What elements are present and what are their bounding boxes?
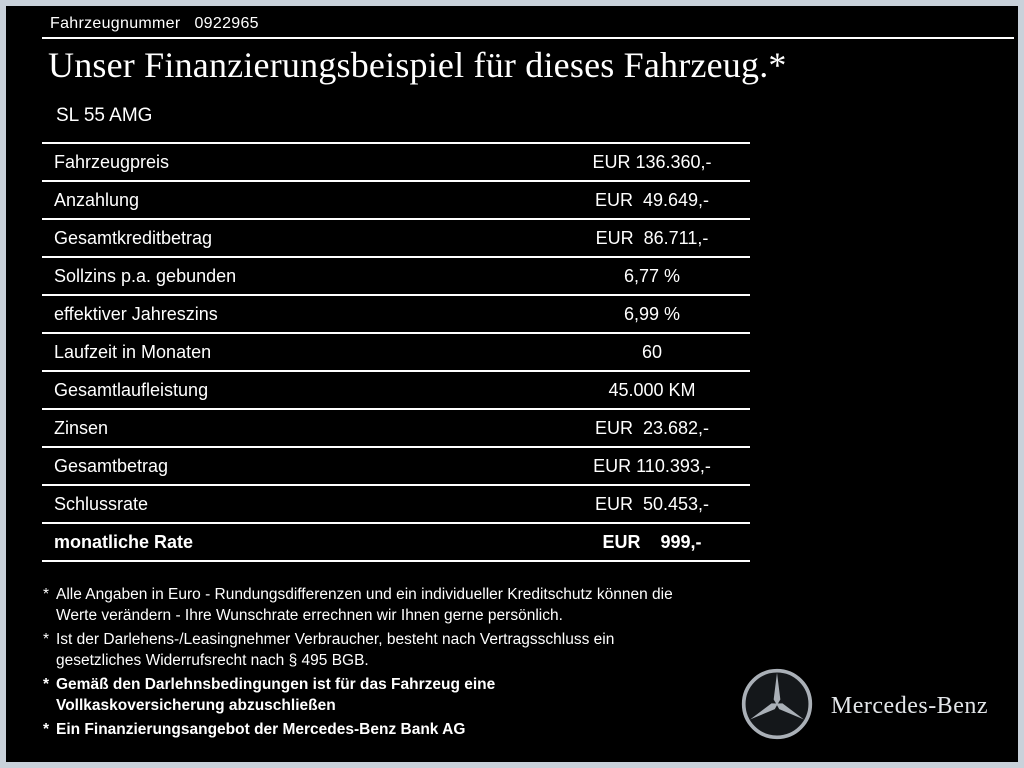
- brand-area: Mercedes-Benz: [740, 667, 988, 746]
- table-row: Schlussrate EUR 50.453,-: [42, 486, 750, 524]
- table-row: Laufzeit in Monaten 60: [42, 334, 750, 372]
- header-divider: [42, 37, 1014, 39]
- vehicle-number-label: Fahrzeugnummer: [50, 15, 181, 32]
- row-value: EUR 136.360,-: [592, 151, 712, 172]
- row-label: Laufzeit in Monaten: [54, 341, 212, 362]
- row-label: Gesamtlaufleistung: [54, 379, 209, 400]
- footnote-text: Ein Finanzierungsangebot der Mercedes-Be…: [56, 721, 466, 738]
- footnote-text: Alle Angaben in Euro - Rundungsdifferenz…: [56, 586, 673, 624]
- row-value: 45.000 KM: [608, 379, 696, 400]
- footnote-marker: *: [43, 586, 50, 603]
- table-row: Gesamtkreditbetrag EUR 86.711,-: [42, 220, 750, 258]
- mercedes-star-icon: [740, 667, 814, 746]
- row-value: EUR 999,-: [602, 531, 702, 552]
- row-label: Sollzins p.a. gebunden: [54, 265, 237, 286]
- row-label: Gesamtkreditbetrag: [54, 227, 213, 248]
- footnote: * Ist der Darlehens-/Leasingnehmer Verbr…: [43, 630, 758, 671]
- row-value: 60: [641, 341, 663, 362]
- row-label: Gesamtbetrag: [54, 455, 169, 476]
- brand-name: Mercedes-Benz: [830, 693, 988, 719]
- row-value: 6,77 %: [623, 265, 681, 286]
- footnotes: * Alle Angaben in Euro - Rundungsdiffere…: [43, 585, 758, 745]
- table-row: Gesamtlaufleistung 45.000 KM: [42, 372, 750, 410]
- footnote-text: Gemäß den Darlehnsbedingungen ist für da…: [56, 676, 496, 714]
- row-label: Zinsen: [54, 417, 109, 438]
- table-row: effektiver Jahreszins 6,99 %: [42, 296, 750, 334]
- table-row: Gesamtbetrag EUR 110.393,-: [42, 448, 750, 486]
- finance-table: Fahrzeugpreis EUR 136.360,- Anzahlung EU…: [42, 142, 750, 562]
- footnote: * Alle Angaben in Euro - Rundungsdiffere…: [43, 585, 758, 626]
- footnote: * Ein Finanzierungsangebot der Mercedes-…: [43, 720, 758, 741]
- row-value: EUR 23.682,-: [594, 417, 710, 438]
- table-row-monthly-rate: monatliche Rate EUR 999,-: [42, 524, 750, 562]
- footnote-text: Ist der Darlehens-/Leasingnehmer Verbrau…: [56, 631, 615, 669]
- row-value: EUR 49.649,-: [594, 189, 710, 210]
- row-label: monatliche Rate: [54, 531, 194, 552]
- row-value: EUR 50.453,-: [594, 493, 710, 514]
- table-row: Zinsen EUR 23.682,-: [42, 410, 750, 448]
- table-row: Sollzins p.a. gebunden 6,77 %: [42, 258, 750, 296]
- vehicle-number-line: Fahrzeugnummer 0922965: [50, 15, 259, 33]
- footnote-marker: *: [43, 631, 50, 648]
- row-value: EUR 110.393,-: [593, 455, 711, 476]
- footnote: * Gemäß den Darlehnsbedingungen ist für …: [43, 675, 758, 716]
- vehicle-model: SL 55 AMG: [56, 105, 153, 126]
- page-title: Unser Finanzierungsbeispiel für dieses F…: [48, 45, 787, 85]
- table-row: Anzahlung EUR 49.649,-: [42, 182, 750, 220]
- row-value: EUR 86.711,-: [595, 227, 709, 248]
- row-value: 6,99 %: [623, 303, 681, 324]
- vehicle-number-value: 0922965: [194, 15, 259, 32]
- row-label: effektiver Jahreszins: [54, 303, 218, 324]
- row-label: Fahrzeugpreis: [54, 151, 170, 172]
- footnote-marker: *: [43, 721, 50, 738]
- row-label: Anzahlung: [54, 189, 140, 210]
- footnote-marker: *: [43, 676, 50, 693]
- row-label: Schlussrate: [54, 493, 149, 514]
- table-row: Fahrzeugpreis EUR 136.360,-: [42, 144, 750, 182]
